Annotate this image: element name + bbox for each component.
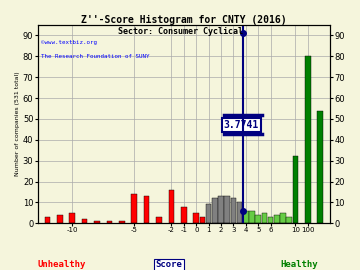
Bar bbox=[225, 196, 230, 223]
Text: The Research Foundation of SUNY: The Research Foundation of SUNY bbox=[41, 55, 150, 59]
Text: Unhealthy: Unhealthy bbox=[37, 260, 85, 269]
Bar bbox=[287, 217, 292, 223]
Bar bbox=[94, 221, 100, 223]
Text: ©www.textbiz.org: ©www.textbiz.org bbox=[41, 40, 97, 45]
Bar bbox=[212, 198, 218, 223]
Y-axis label: Number of companies (531 total): Number of companies (531 total) bbox=[15, 72, 20, 176]
Text: Sector: Consumer Cyclical: Sector: Consumer Cyclical bbox=[117, 27, 243, 36]
Bar bbox=[69, 213, 75, 223]
Bar bbox=[268, 217, 274, 223]
Bar bbox=[57, 215, 63, 223]
Bar bbox=[169, 190, 174, 223]
Bar bbox=[181, 207, 187, 223]
Bar bbox=[293, 157, 298, 223]
Bar bbox=[305, 56, 311, 223]
Bar bbox=[144, 196, 149, 223]
Bar bbox=[274, 215, 280, 223]
Bar bbox=[256, 215, 261, 223]
Bar bbox=[200, 217, 205, 223]
Bar bbox=[280, 213, 286, 223]
Bar bbox=[193, 213, 199, 223]
Text: Score: Score bbox=[156, 260, 183, 269]
Bar bbox=[82, 219, 87, 223]
Title: Z''-Score Histogram for CNTY (2016): Z''-Score Histogram for CNTY (2016) bbox=[81, 15, 287, 25]
Bar bbox=[156, 217, 162, 223]
Bar bbox=[131, 194, 137, 223]
Bar bbox=[318, 111, 323, 223]
Bar bbox=[206, 204, 211, 223]
Text: Healthy: Healthy bbox=[280, 260, 318, 269]
Bar bbox=[249, 211, 255, 223]
Bar bbox=[243, 211, 249, 223]
Bar bbox=[231, 198, 236, 223]
Bar bbox=[107, 221, 112, 223]
Bar bbox=[218, 196, 224, 223]
Text: 3.7741: 3.7741 bbox=[224, 120, 259, 130]
Bar bbox=[45, 217, 50, 223]
Bar bbox=[262, 213, 267, 223]
Bar bbox=[119, 221, 125, 223]
Bar bbox=[237, 202, 243, 223]
